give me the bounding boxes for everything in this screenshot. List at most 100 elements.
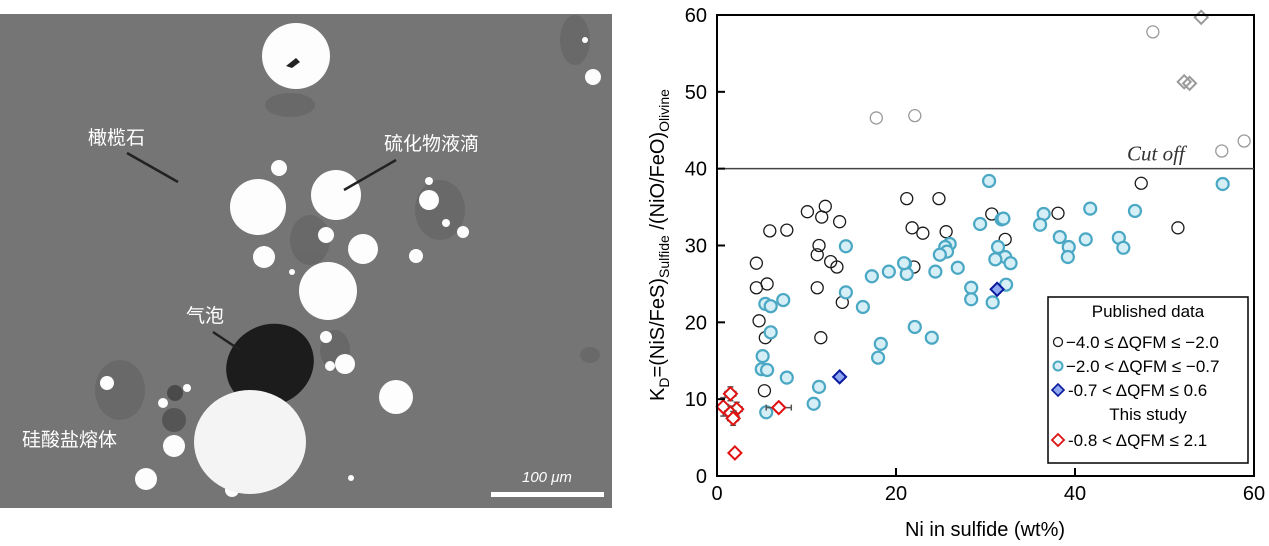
data-point-circle	[950, 260, 965, 275]
legend-marker-blue-diamond	[1050, 382, 1066, 398]
y-axis-label: KD=(NiS/FeS)Sulfide /(NiO/FeO)Olivine	[647, 89, 672, 401]
y-tick-label: 60	[685, 5, 707, 27]
legend-entry: -0.8 < ΔQFM ≤ 2.1	[1068, 431, 1207, 450]
data-point-circle	[780, 223, 794, 237]
data-point-circle	[763, 224, 777, 238]
cutoff-label: Cut off	[1127, 142, 1188, 166]
bubble-pointer	[212, 330, 241, 352]
data-point-circle	[830, 260, 844, 274]
y-tick-label: 50	[685, 82, 707, 104]
scale-bar	[491, 492, 604, 497]
data-point-circle	[752, 314, 766, 328]
data-point-circle	[763, 325, 778, 340]
data-point-diamond	[1193, 9, 1210, 26]
data-point-circle	[1215, 176, 1230, 192]
data-point-circle	[814, 331, 828, 345]
data-point-circle	[763, 299, 778, 314]
data-point-circle	[996, 211, 1011, 226]
legend-entry: −2.0 < ΔQFM ≤ −0.7	[1066, 357, 1219, 376]
data-marks	[715, 9, 1251, 461]
data-point-circle	[1237, 134, 1251, 148]
legend-box	[1047, 296, 1249, 464]
data-point-circle	[864, 269, 879, 284]
data-point-diamond	[725, 410, 742, 427]
legend-this-study-title: This study	[1109, 405, 1187, 424]
y-tick-label: 0	[696, 466, 707, 488]
dark-grain	[162, 408, 186, 432]
data-point-circle	[832, 215, 847, 229]
data-point-circle	[1078, 232, 1093, 247]
legend-published-title: Published data	[1092, 302, 1205, 321]
data-point-circle	[749, 281, 764, 295]
data-point-circle	[1171, 221, 1185, 235]
data-point-circle	[815, 210, 829, 224]
sem-image: 橄榄石 硫化物液滴 气泡 硅酸盐熔体 100 μm	[0, 14, 612, 508]
data-point-diamond	[722, 385, 739, 402]
data-point-circle	[800, 205, 815, 219]
data-point-circle	[755, 349, 770, 364]
data-point-circle	[810, 281, 824, 295]
legend-marker-red-diamond	[1050, 432, 1066, 448]
sulfide-pointer	[343, 158, 397, 192]
data-point-circle	[964, 280, 979, 295]
data-point-circle	[806, 396, 821, 411]
data-point-circle	[924, 330, 939, 345]
data-point-circle	[1215, 144, 1229, 158]
legend-entry: -0.7 < ΔQFM ≤ 0.6	[1068, 381, 1207, 400]
data-point-circle	[870, 350, 886, 365]
data-point-diamond	[831, 368, 848, 385]
dark-grain	[167, 385, 183, 401]
data-point-circle	[881, 264, 896, 279]
sulfide-droplet-label: 硫化物液滴	[384, 133, 479, 155]
data-point-circle	[838, 239, 853, 254]
data-point-circle	[779, 370, 794, 385]
data-point-circle	[776, 292, 791, 308]
sulfide-droplets	[100, 23, 601, 497]
data-point-circle	[838, 285, 853, 300]
data-point-circle	[812, 238, 826, 253]
data-point-circle	[932, 191, 946, 206]
olivine-pointer	[126, 151, 179, 184]
y-tick-label: 40	[685, 159, 707, 181]
data-point-circle	[928, 264, 943, 279]
legend: Published data −4.0 ≤ ΔQFM ≤ −2.0 −2.0 <…	[1047, 296, 1249, 464]
inclusion-spot	[286, 58, 300, 68]
data-point-diamond	[770, 399, 787, 416]
gas-bubble	[226, 323, 314, 407]
data-point-circle	[939, 225, 953, 239]
data-point-circle	[749, 256, 764, 270]
data-point-circle	[985, 295, 1000, 310]
data-point-circle	[907, 319, 922, 335]
data-point-circle	[964, 292, 979, 307]
x-axis-label: Ni in sulfide (wt%)	[905, 519, 1065, 541]
y-tick-label: 30	[685, 236, 707, 258]
data-point-circle	[811, 379, 827, 394]
data-point-circle	[1051, 206, 1065, 220]
data-point-circle	[932, 247, 947, 262]
data-point-circle	[873, 336, 888, 351]
data-point-circle	[1032, 217, 1048, 232]
data-point-diamond	[1176, 73, 1193, 90]
scale-bar-label: 100 μm	[522, 469, 572, 486]
y-tick-label: 10	[685, 389, 707, 411]
large-sulfide-droplet	[194, 390, 306, 494]
axis-ticks: 0 20 40 60 0 10 20 30 40 50 60	[685, 5, 1265, 505]
data-point-circle	[981, 173, 997, 189]
silicate-melt-label: 硅酸盐熔体	[22, 429, 117, 451]
x-tick-label: 20	[885, 483, 907, 505]
data-point-circle	[1083, 201, 1098, 216]
data-point-circle	[988, 252, 1003, 267]
legend-marker-black-circle	[1052, 336, 1064, 348]
data-point-circle	[900, 191, 914, 206]
data-point-circle	[1146, 25, 1160, 39]
data-point-circle	[1116, 240, 1131, 255]
data-point-circle	[1127, 203, 1143, 219]
legend-entry: −4.0 ≤ ΔQFM ≤ −2.0	[1066, 333, 1219, 352]
x-tick-label: 60	[1243, 483, 1265, 505]
data-point-circle	[1003, 256, 1018, 271]
data-point-circle	[810, 248, 824, 262]
data-point-circle	[916, 226, 930, 240]
x-tick-label: 40	[1064, 483, 1086, 505]
